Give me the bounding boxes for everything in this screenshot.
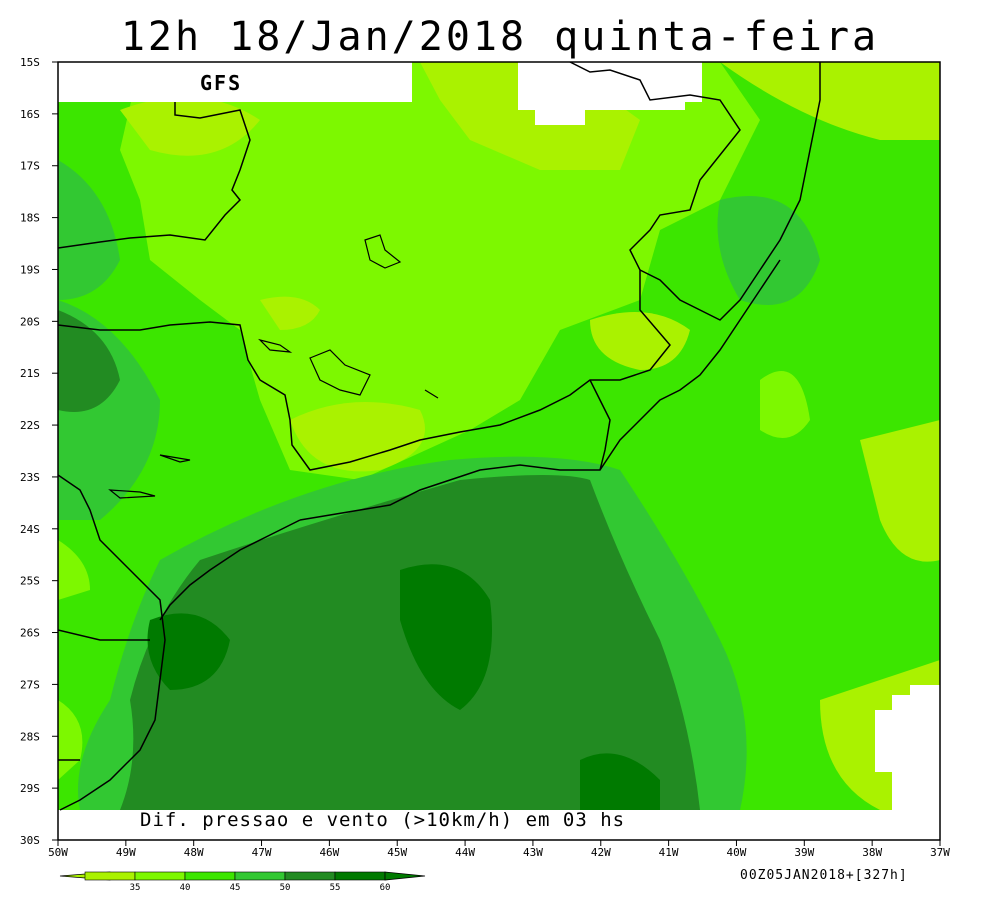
legend-swatch bbox=[134, 871, 186, 881]
lon-tick-label: 44W bbox=[455, 846, 475, 859]
latitude-axis: 15S 16S 17S 18S 19S 20S 21S 22S 23S 24S 25S 26S 27S 2… bbox=[20, 56, 58, 847]
lon-tick-label: 37W bbox=[930, 846, 950, 859]
lon-tick-label: 40W bbox=[727, 846, 747, 859]
lon-tick-label: 39W bbox=[794, 846, 814, 859]
color-legend bbox=[59, 871, 426, 881]
lat-tick-label: 20S bbox=[20, 315, 40, 328]
lakes bbox=[108, 234, 439, 499]
lat-tick-label: 19S bbox=[20, 263, 40, 276]
legend-swatch bbox=[234, 871, 286, 881]
lat-tick-label: 15S bbox=[20, 56, 40, 69]
legend-arrow-right bbox=[384, 871, 426, 881]
lat-tick-label: 21S bbox=[20, 367, 40, 380]
legend-swatch bbox=[84, 871, 136, 881]
lat-tick-label: 30S bbox=[20, 834, 40, 847]
lat-tick-label: 16S bbox=[20, 108, 40, 121]
lat-tick-label: 18S bbox=[20, 212, 40, 225]
legend-label: 45 bbox=[230, 883, 241, 893]
lat-tick-label: 26S bbox=[20, 627, 40, 640]
legend-label: 50 bbox=[280, 883, 291, 893]
lon-tick-label: 47W bbox=[252, 846, 272, 859]
model-label: GFS bbox=[200, 71, 242, 95]
lat-tick-label: 17S bbox=[20, 160, 40, 173]
legend-label: 60 bbox=[380, 883, 391, 893]
longitude-axis: 50W 49W 48W 47W 46W 45W 44W 43W 42W 41W 40W 39W 38W 3… bbox=[48, 840, 950, 859]
lon-tick-label: 45W bbox=[387, 846, 407, 859]
legend-labels: 35 40 45 50 55 60 bbox=[130, 883, 391, 893]
map-frame bbox=[57, 61, 941, 841]
lon-tick-label: 50W bbox=[48, 846, 68, 859]
lat-tick-label: 29S bbox=[20, 782, 40, 795]
lat-tick-label: 24S bbox=[20, 523, 40, 536]
legend-swatch bbox=[184, 871, 236, 881]
lon-tick-label: 49W bbox=[116, 846, 136, 859]
legend-label: 40 bbox=[180, 883, 191, 893]
lat-tick-label: 27S bbox=[20, 678, 40, 691]
map-borders bbox=[58, 62, 821, 811]
legend-swatch bbox=[284, 871, 336, 881]
lon-tick-label: 42W bbox=[591, 846, 611, 859]
lat-tick-label: 28S bbox=[20, 730, 40, 743]
legend-swatch bbox=[334, 871, 386, 881]
lon-tick-label: 38W bbox=[862, 846, 882, 859]
lon-tick-label: 48W bbox=[184, 846, 204, 859]
lon-tick-label: 46W bbox=[319, 846, 339, 859]
lon-tick-label: 43W bbox=[523, 846, 543, 859]
run-info: 00Z05JAN2018+[327h] bbox=[740, 868, 908, 883]
map-caption: Dif. pressao e vento (>10km/h) em 03 hs bbox=[140, 809, 625, 831]
legend-label: 35 bbox=[130, 883, 141, 893]
contour-field bbox=[58, 62, 940, 840]
lon-tick-label: 41W bbox=[659, 846, 679, 859]
lat-tick-label: 25S bbox=[20, 575, 40, 588]
lat-tick-label: 22S bbox=[20, 419, 40, 432]
map-title: 12h 18/Jan/2018 quinta-feira bbox=[120, 14, 880, 60]
lat-tick-label: 23S bbox=[20, 471, 40, 484]
legend-label: 55 bbox=[330, 883, 341, 893]
